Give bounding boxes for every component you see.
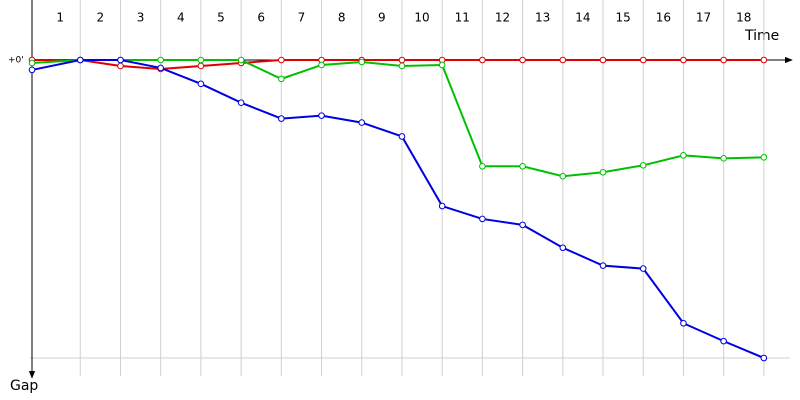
x-tick-label: 12: [495, 11, 510, 25]
x-tick-label: 16: [656, 11, 671, 25]
point: [639, 265, 647, 272]
point: [479, 162, 486, 170]
point: [680, 152, 687, 159]
point: [398, 62, 406, 70]
x-tick-label: 4: [177, 11, 185, 25]
point: [720, 155, 727, 162]
x-axis-label: Time: [744, 28, 779, 44]
x-tick-label: 17: [696, 11, 711, 25]
point: [28, 66, 36, 74]
point: [479, 215, 486, 223]
x-tick-label: 9: [378, 11, 386, 25]
point: [599, 168, 607, 176]
point: [197, 80, 205, 88]
point: [157, 64, 164, 72]
point: [278, 75, 285, 83]
point: [237, 99, 245, 107]
point: [760, 354, 768, 362]
point: [197, 56, 205, 64]
x-tick-label: 6: [257, 11, 265, 25]
x-tick-label: 3: [137, 11, 145, 25]
x-tick-label: 10: [414, 11, 429, 25]
x-tick-label: 13: [535, 11, 550, 25]
point: [479, 56, 486, 64]
point: [117, 56, 124, 64]
point: [318, 61, 325, 69]
point: [519, 56, 526, 64]
series-line: [31, 59, 764, 178]
point: [599, 262, 607, 269]
x-tick-label: 14: [575, 11, 590, 25]
point: [720, 56, 727, 64]
point: [398, 133, 406, 140]
point: [559, 56, 567, 64]
point: [639, 161, 647, 169]
point: [197, 62, 205, 70]
point: [278, 115, 285, 122]
point: [559, 244, 567, 252]
y-tick-label: +0': [8, 56, 24, 66]
x-tick-label: 18: [736, 11, 751, 25]
x-tick-label: 7: [298, 11, 306, 25]
point: [438, 202, 446, 210]
x-tick-label: 8: [338, 11, 346, 25]
point: [157, 56, 164, 64]
point: [398, 56, 406, 64]
point: [117, 62, 124, 70]
point: [559, 172, 567, 180]
point: [358, 58, 366, 66]
x-tick-label: 5: [217, 11, 225, 25]
x-tick-label: 15: [615, 11, 630, 25]
point: [76, 56, 84, 64]
point: [519, 162, 526, 170]
point: [358, 119, 366, 126]
x-tick-label: 11: [455, 11, 470, 25]
point: [680, 56, 687, 64]
point: [28, 59, 36, 67]
point: [318, 112, 325, 119]
point: [760, 56, 768, 64]
point: [278, 56, 285, 64]
x-tick-label: 1: [56, 11, 64, 25]
point: [760, 154, 768, 161]
point: [438, 61, 446, 69]
point: [720, 337, 727, 345]
x-tick-label: 2: [97, 11, 105, 25]
series-line: [31, 59, 765, 359]
point: [599, 56, 607, 64]
point: [639, 56, 647, 64]
y-axis-label: Gap: [10, 378, 38, 394]
point: [680, 319, 687, 327]
point: [519, 221, 526, 229]
point: [237, 56, 245, 64]
